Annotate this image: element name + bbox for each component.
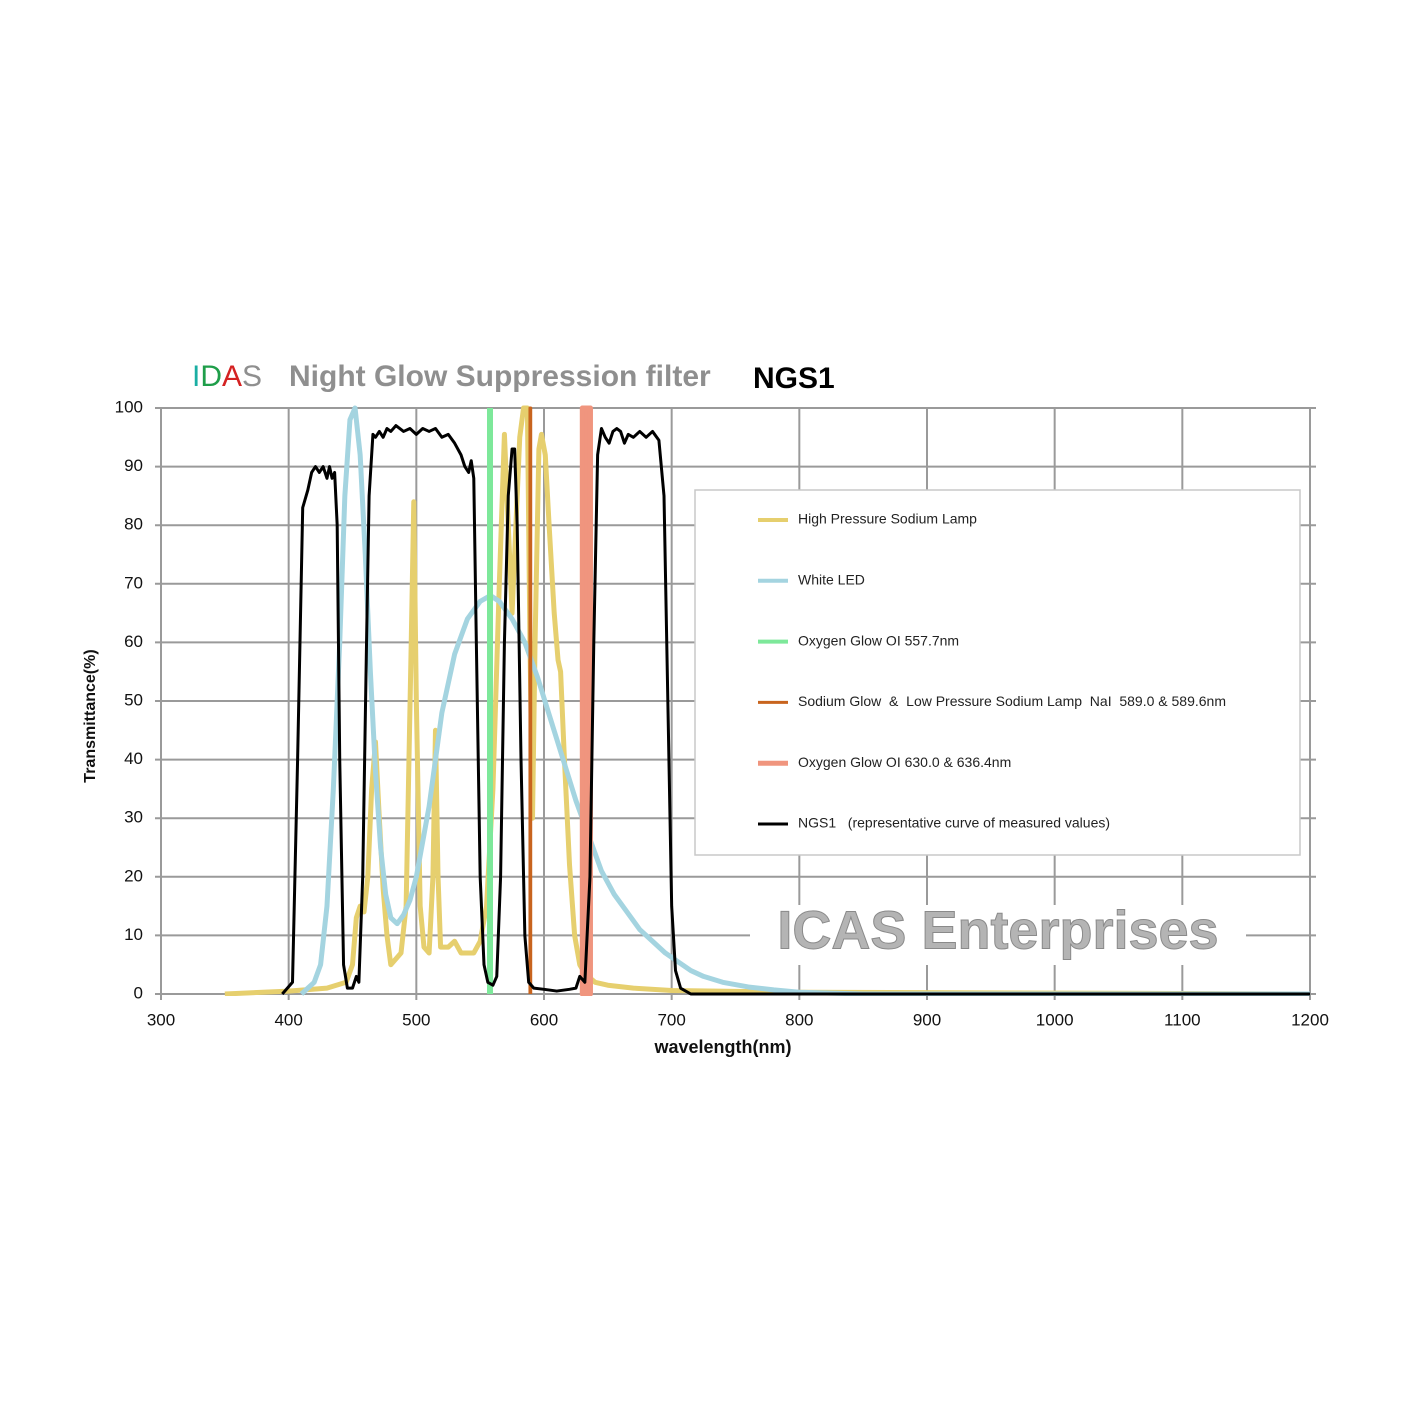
x-tick-label: 600 <box>530 1010 558 1029</box>
x-tick-label: 1000 <box>1036 1010 1074 1029</box>
y-tick-label: 70 <box>124 573 143 592</box>
x-tick-label: 400 <box>274 1010 302 1029</box>
series-line <box>528 406 533 994</box>
y-tick-label: 30 <box>124 808 143 827</box>
brand-letter: S <box>242 360 262 393</box>
x-tick-label: 700 <box>657 1010 685 1029</box>
legend-label: White LED <box>798 572 865 588</box>
y-tick-label: 60 <box>124 632 143 651</box>
x-tick-label: 500 <box>402 1010 430 1029</box>
legend-label: NGS1 (representative curve of measured v… <box>798 815 1110 831</box>
series-line <box>299 405 1310 996</box>
series-line <box>579 405 593 996</box>
brand-letter: A <box>222 360 242 393</box>
x-tick-label: 800 <box>785 1010 813 1029</box>
plot-lines <box>224 405 1310 996</box>
legend-label: Oxygen Glow OI 557.7nm <box>798 632 959 648</box>
model-name: NGS1 <box>753 362 835 395</box>
y-tick-label: 80 <box>124 515 143 534</box>
x-tick-label: 900 <box>913 1010 941 1029</box>
legend-frame <box>694 489 1301 856</box>
y-axis-label: Transmittance(%) <box>82 649 99 782</box>
x-axis-label: wavelength(nm) <box>653 1037 791 1057</box>
watermark: ICAS Enterprises <box>777 900 1218 960</box>
chart-title: Night Glow Suppression filter <box>289 360 711 393</box>
brand-letter: D <box>200 360 222 393</box>
legend-label: Sodium Glow & Low Pressure Sodium Lamp N… <box>798 693 1226 709</box>
brand: IDAS <box>192 360 262 393</box>
y-tick-label: 50 <box>124 690 143 709</box>
series-line <box>281 424 1310 996</box>
annotation-backdrop <box>750 905 1246 965</box>
y-tick-label: 40 <box>124 749 143 768</box>
y-tick-label: 90 <box>124 456 143 475</box>
y-tick-label: 10 <box>124 925 143 944</box>
y-tick-label: 20 <box>124 866 143 885</box>
x-tick-label: 1100 <box>1164 1010 1201 1029</box>
brand-letter: I <box>192 360 200 393</box>
y-tick-label: 0 <box>134 983 143 1002</box>
y-tick-label: 100 <box>115 397 143 416</box>
x-tick-label: 1200 <box>1291 1010 1329 1029</box>
legend: High Pressure Sodium Lamp White LED Oxygen… <box>694 489 1301 856</box>
legend-label: Oxygen Glow OI 630.0 & 636.4nm <box>798 754 1011 770</box>
x-tick-label: 300 <box>147 1010 175 1029</box>
legend-label: High Pressure Sodium Lamp <box>798 511 977 527</box>
